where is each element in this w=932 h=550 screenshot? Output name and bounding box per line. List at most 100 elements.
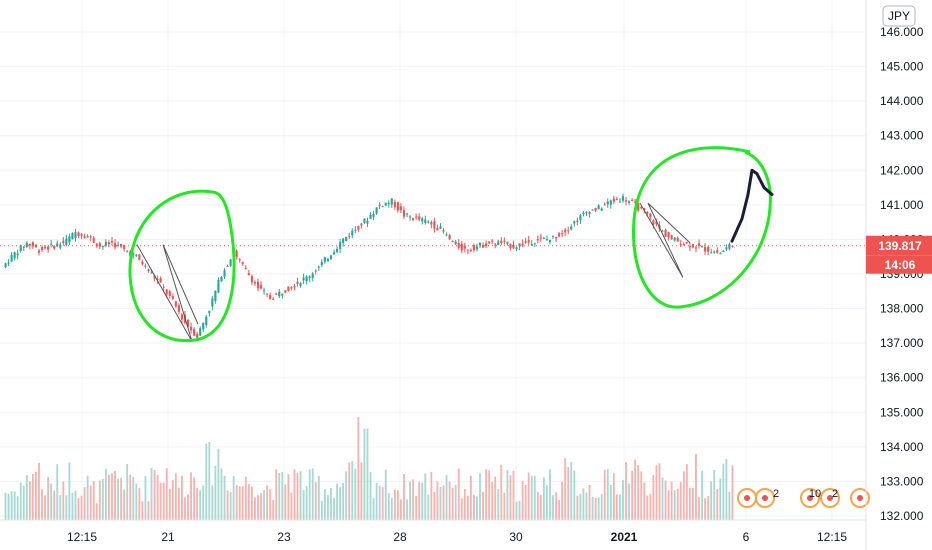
volume-bar — [162, 482, 165, 520]
event-marker[interactable] — [800, 488, 820, 508]
candle-body — [241, 262, 244, 264]
volume-bar — [360, 462, 363, 520]
candle-body — [518, 243, 521, 247]
volume-bar — [159, 482, 162, 520]
candle-body — [478, 242, 482, 246]
volume-bar — [275, 469, 278, 520]
volume-bar — [619, 494, 621, 520]
currency-badge-box[interactable] — [882, 5, 916, 27]
candle-body — [86, 236, 89, 238]
volume-bar — [378, 485, 381, 520]
volume-bar — [403, 473, 405, 520]
volume-bar — [366, 428, 369, 520]
volume-bar — [150, 467, 153, 520]
candle-body — [357, 226, 360, 230]
volume-bar — [114, 470, 116, 520]
candle-body — [673, 237, 676, 241]
volume-bar — [722, 463, 725, 520]
volume-bar — [177, 487, 180, 520]
volume-bar — [457, 468, 460, 520]
candle-body — [597, 205, 600, 210]
y-tick-label: 137.000 — [880, 336, 924, 350]
volume-bar — [585, 492, 588, 520]
projection-line — [730, 168, 774, 243]
volume-bar — [609, 485, 612, 520]
volume-bar — [135, 483, 138, 520]
volume-bar — [86, 475, 89, 520]
volume-bar — [345, 471, 348, 520]
candle-body — [43, 246, 47, 249]
candle-body — [83, 236, 86, 239]
candle-body — [661, 230, 664, 232]
candle-body — [503, 240, 506, 242]
candle-body — [515, 247, 518, 250]
candle-body — [539, 237, 542, 239]
candle-body — [290, 287, 293, 289]
candle-body — [652, 220, 655, 225]
candle-body — [259, 284, 263, 289]
volume-bar — [685, 464, 688, 520]
volume-bar — [606, 468, 609, 520]
volume-bar — [254, 497, 256, 520]
candle-body — [281, 293, 284, 296]
volume-bar — [564, 458, 567, 520]
candles — [4, 193, 734, 341]
currency-label: JPY — [888, 9, 910, 23]
event-markers[interactable]: 2 10 2 — [737, 488, 870, 508]
candle-body — [469, 249, 472, 251]
candle-body — [716, 250, 719, 253]
candle-body — [104, 242, 107, 246]
candle-body — [132, 253, 135, 255]
volume-bar — [302, 490, 305, 520]
candle-body — [707, 246, 710, 252]
candle-body — [682, 243, 685, 245]
volume-bar — [38, 462, 40, 520]
event-marker[interactable] — [850, 488, 870, 508]
volume-bar — [652, 475, 655, 520]
event-marker[interactable] — [755, 488, 775, 508]
event-marker-dot[interactable] — [807, 495, 813, 501]
volume-bar — [293, 469, 296, 520]
candle-body — [156, 279, 159, 281]
candle-body — [348, 235, 351, 237]
candle-body — [147, 269, 150, 272]
event-marker-dot[interactable] — [827, 495, 833, 501]
candle-body — [68, 236, 71, 243]
volume-bar — [202, 485, 205, 520]
candle-body — [494, 244, 497, 246]
volume-bar — [244, 476, 247, 520]
event-marker-dot[interactable] — [744, 495, 750, 501]
candle-body — [150, 272, 153, 274]
event-marker[interactable] — [820, 488, 840, 508]
y-tick-label: 144.000 — [880, 94, 924, 108]
event-marker[interactable] — [737, 488, 757, 508]
volume-bar — [661, 477, 664, 520]
volume-bar — [485, 469, 488, 520]
volume-bar — [59, 495, 62, 520]
event-marker-dot[interactable] — [762, 495, 768, 501]
volume-bar — [698, 497, 700, 520]
candle-body — [92, 237, 95, 243]
volume-bar — [561, 482, 564, 520]
volume-bar — [710, 481, 713, 520]
event-marker-dot[interactable] — [857, 495, 863, 501]
volume-bar — [488, 470, 491, 520]
y-tick-label: 135.000 — [880, 405, 924, 419]
candle-body — [561, 233, 564, 235]
candle-body — [19, 245, 22, 252]
candle-body — [317, 266, 320, 268]
candle-body — [199, 328, 202, 336]
candle-body — [345, 236, 348, 241]
volume-bar — [667, 490, 670, 520]
volume-bar — [138, 488, 141, 520]
volume-bar — [357, 417, 360, 520]
candle-body — [278, 291, 281, 297]
volume-bar — [454, 484, 457, 520]
candle-body — [165, 289, 168, 295]
volume-bar — [603, 469, 606, 520]
currency-badge[interactable]: JPY — [882, 5, 916, 27]
volume-bar — [415, 495, 418, 520]
volume-bar — [287, 474, 290, 520]
candle-body — [408, 216, 412, 218]
